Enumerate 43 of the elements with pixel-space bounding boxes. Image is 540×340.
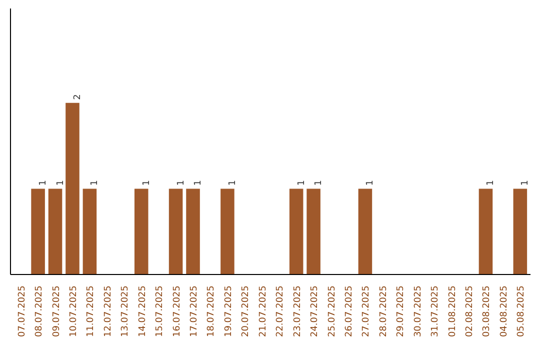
x-tick-label: 30.07.2025 <box>413 286 424 338</box>
x-tick-label: 18.07.2025 <box>206 286 217 338</box>
data-label: 1 <box>486 180 496 186</box>
data-label: 1 <box>296 180 307 186</box>
x-tick-label: 16.07.2025 <box>172 286 182 338</box>
data-label: 2 <box>72 94 83 100</box>
data-label: 1 <box>314 180 324 186</box>
x-tick-label: 23.07.2025 <box>292 286 303 338</box>
x-tick-label: 09.07.2025 <box>52 286 62 338</box>
x-tick-label: 29.07.2025 <box>396 286 406 338</box>
x-tick-label: 22.07.2025 <box>276 286 286 338</box>
x-tick-label: 11.07.2025 <box>86 286 96 338</box>
x-tick-label: 14.07.2025 <box>138 286 148 338</box>
x-tick-label: 19.07.2025 <box>224 286 234 338</box>
x-tick-label: 25.07.2025 <box>327 286 338 338</box>
x-tick-label: 13.07.2025 <box>120 286 131 338</box>
data-label: 1 <box>520 180 531 186</box>
x-tick-label: 12.07.2025 <box>103 286 114 338</box>
data-label: 1 <box>90 180 100 186</box>
x-tick-label: 20.07.2025 <box>241 286 252 338</box>
data-label: 1 <box>228 180 238 186</box>
data-label: 1 <box>176 180 186 186</box>
x-tick-label: 10.07.2025 <box>68 286 79 338</box>
data-label: 1 <box>194 180 204 186</box>
x-tick-label: 24.07.2025 <box>310 286 320 338</box>
x-tick-label: 26.07.2025 <box>344 286 354 338</box>
x-tick-label: 08.07.2025 <box>34 286 45 338</box>
x-tick-label: 07.07.2025 <box>17 286 28 338</box>
x-tick-label: 21.07.2025 <box>258 286 268 338</box>
x-tick-label: 04.08.2025 <box>499 286 510 338</box>
data-label: 1 <box>56 180 66 186</box>
x-tick-label: 27.07.2025 <box>362 286 372 338</box>
x-tick-label: 15.07.2025 <box>155 286 166 338</box>
data-label: 1 <box>366 180 376 186</box>
x-tick-label: 31.07.2025 <box>430 286 441 338</box>
data-label: 1 <box>142 180 152 186</box>
data-label: 1 <box>38 180 49 186</box>
x-tick-label: 02.08.2025 <box>465 286 476 338</box>
x-tick-label: 28.07.2025 <box>378 286 389 338</box>
x-tick-label: 17.07.2025 <box>190 286 200 338</box>
x-tick-label: 03.08.2025 <box>482 286 492 338</box>
x-tick-label: 01.08.2025 <box>448 286 458 338</box>
x-tick-label: 05.08.2025 <box>516 286 527 338</box>
